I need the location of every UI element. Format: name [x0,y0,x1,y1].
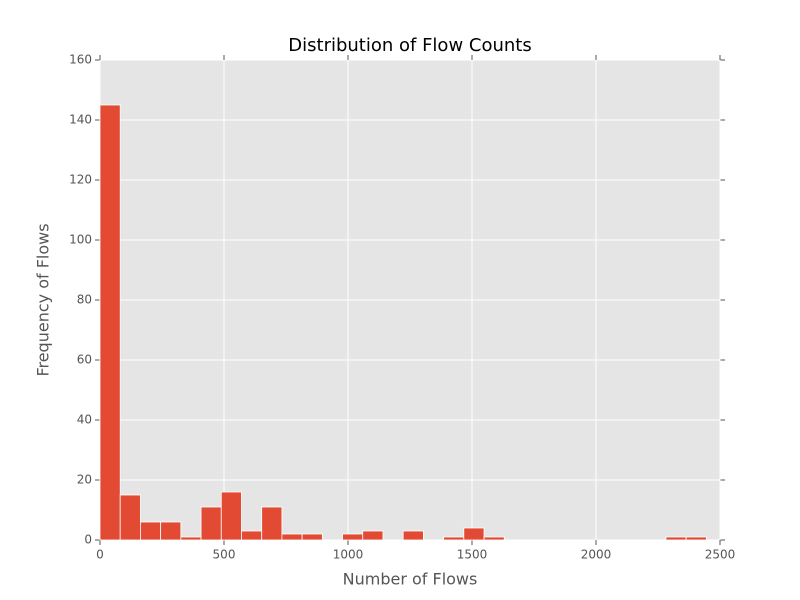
chart-title: Distribution of Flow Counts [288,35,531,56]
bar [362,530,384,541]
y-tick-label: 40 [77,413,92,427]
bar [99,104,121,541]
bar [220,491,242,541]
bar [119,494,141,541]
bar [402,530,424,541]
bar [261,506,283,541]
x-tick-label: 1500 [457,548,488,562]
y-axis-label: Frequency of Flows [34,223,53,376]
y-tick-label: 140 [69,113,92,127]
x-tick-label: 2000 [581,548,612,562]
y-tick-label: 120 [69,173,92,187]
y-tick-label: 20 [77,473,92,487]
y-tick-label: 0 [84,533,92,547]
x-tick-label: 0 [96,548,104,562]
x-tick-label: 500 [213,548,236,562]
bar [342,533,364,541]
bar [443,536,465,541]
x-axis-label: Number of Flows [343,570,478,589]
y-tick-label: 100 [69,233,92,247]
bar [241,530,263,541]
bar [140,521,162,541]
bar [301,533,323,541]
bar [281,533,303,541]
bar [463,527,485,541]
bar [180,536,202,541]
x-tick-label: 2500 [705,548,736,562]
bar [200,506,222,541]
bar [483,536,505,541]
y-tick-label: 80 [77,293,92,307]
y-tick-label: 160 [69,53,92,67]
x-tick-label: 1000 [333,548,364,562]
bar [685,536,707,541]
bar [160,521,182,541]
bar [665,536,687,541]
y-tick-label: 60 [77,353,92,367]
